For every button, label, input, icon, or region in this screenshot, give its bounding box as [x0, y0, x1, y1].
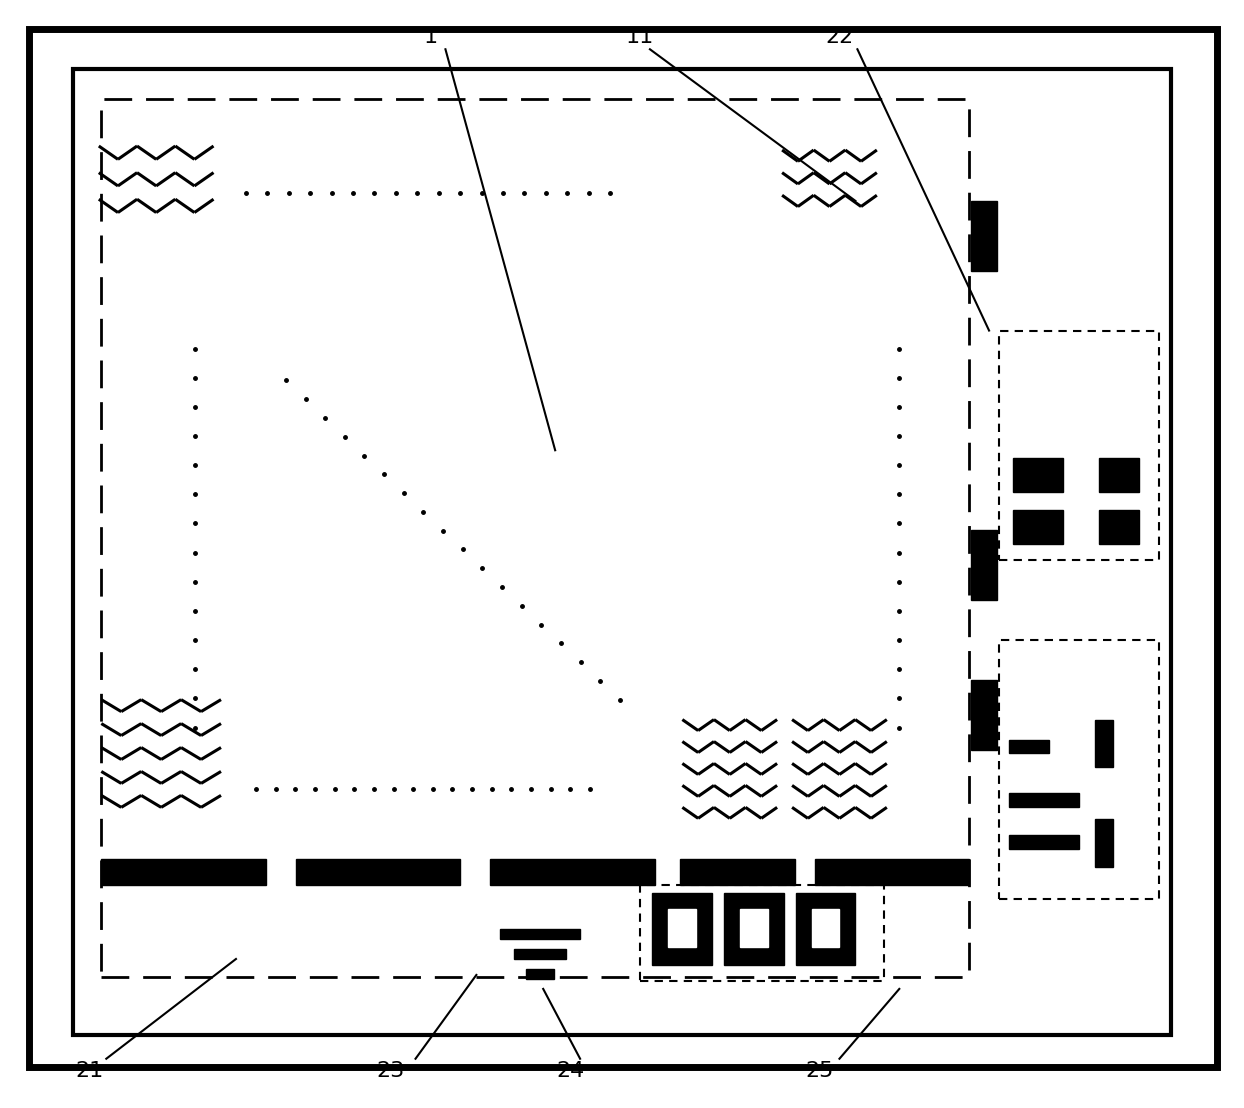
Bar — [1009, 835, 1079, 849]
Bar — [73, 69, 1171, 1035]
Bar — [639, 885, 884, 981]
Bar — [740, 909, 768, 947]
Bar — [972, 679, 996, 749]
Bar — [1095, 819, 1113, 868]
Bar — [1098, 510, 1138, 544]
Bar — [526, 970, 554, 979]
Text: 21: 21 — [75, 1060, 103, 1080]
Bar — [680, 859, 795, 885]
Bar — [101, 99, 969, 977]
Bar — [972, 201, 996, 270]
Bar — [1009, 739, 1049, 753]
Bar — [1013, 459, 1062, 492]
Text: 23: 23 — [377, 1060, 404, 1080]
Bar — [972, 530, 996, 599]
Bar — [1098, 459, 1138, 492]
Bar — [1095, 719, 1113, 768]
Bar — [724, 893, 784, 965]
Bar — [296, 859, 460, 885]
Bar — [811, 909, 840, 947]
Bar — [1009, 793, 1079, 808]
Text: 24: 24 — [556, 1060, 585, 1080]
Bar — [796, 893, 856, 965]
Bar — [999, 639, 1158, 899]
Bar — [514, 950, 566, 960]
Bar — [999, 330, 1158, 560]
Text: 22: 22 — [825, 28, 853, 48]
Text: 11: 11 — [626, 28, 654, 48]
Bar — [1013, 510, 1062, 544]
Text: 1: 1 — [423, 28, 438, 48]
Bar — [652, 893, 712, 965]
Bar — [815, 859, 969, 885]
Bar — [101, 859, 266, 885]
Bar — [668, 909, 695, 947]
Bar — [500, 929, 580, 940]
Bar — [490, 859, 654, 885]
Text: 25: 25 — [805, 1060, 833, 1080]
